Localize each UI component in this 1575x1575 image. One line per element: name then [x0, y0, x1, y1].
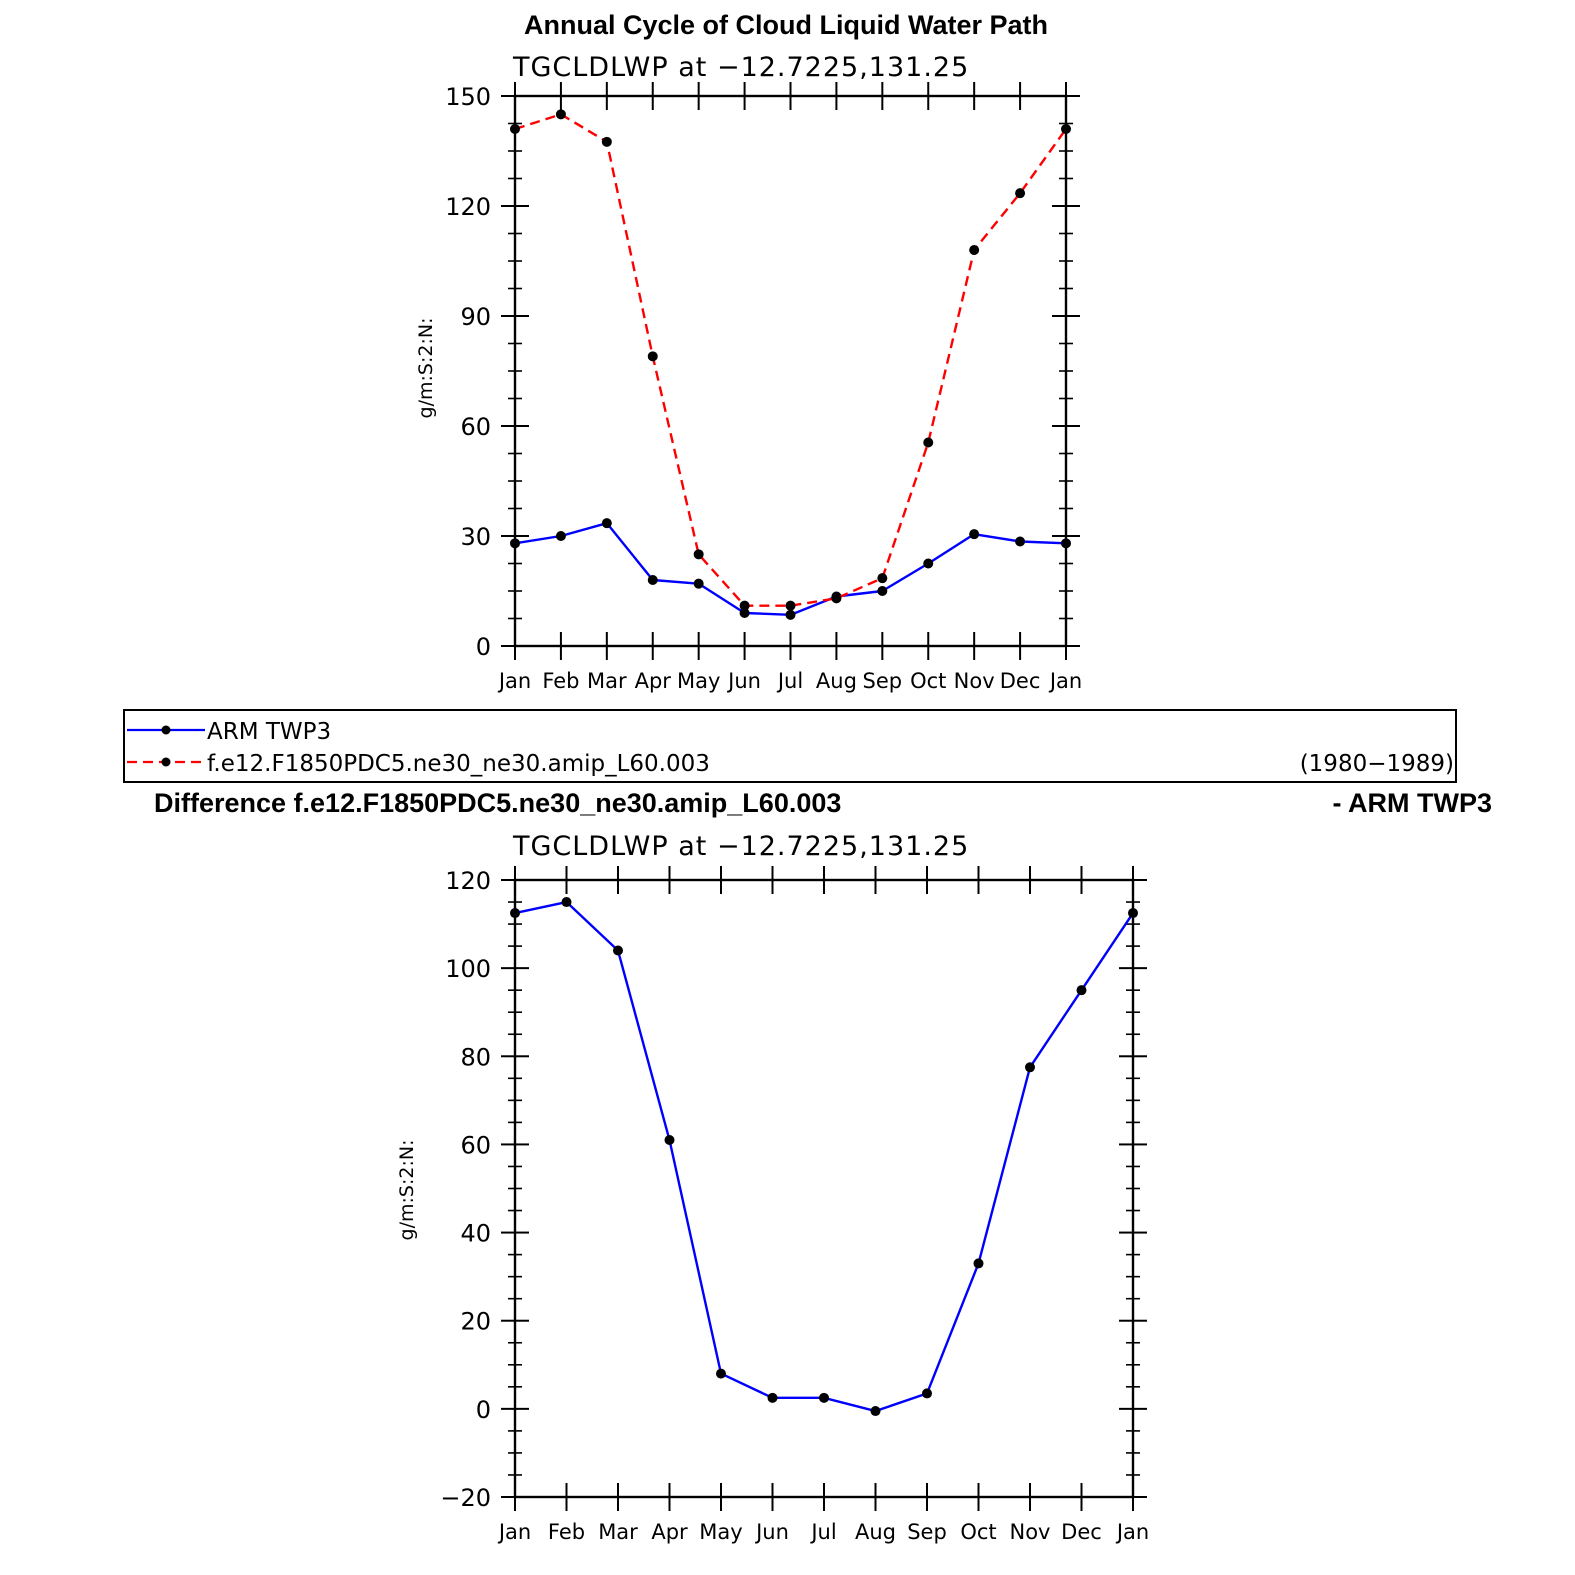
- chart1-xtick-label: Feb: [542, 669, 579, 693]
- chart1-series-0-point: [647, 575, 658, 585]
- chart2-ytick-label: 20: [460, 1308, 491, 1336]
- chart2-ytick-label: −20: [440, 1484, 491, 1512]
- chart1-ytick-label: 150: [445, 83, 491, 111]
- chart2-xtick-label: Oct: [960, 1520, 996, 1544]
- chart1-ytick-label: 120: [445, 193, 491, 221]
- chart2-series-0-point: [1025, 1062, 1035, 1073]
- chart2-series-0-point: [870, 1406, 881, 1417]
- chart1-ytick-label: 30: [460, 523, 491, 551]
- chart2-ytick-label: 40: [460, 1220, 491, 1248]
- chart2-xtick-label: Dec: [1061, 1520, 1102, 1544]
- chart1-series-0-point: [785, 609, 796, 620]
- chart2-xtick-label: Feb: [548, 1520, 585, 1544]
- chart2-ytick-label: 100: [445, 955, 491, 983]
- chart1-series-1-point: [555, 109, 566, 120]
- chart1-series-1-point: [601, 136, 612, 147]
- chart1-xtick-label: Apr: [635, 669, 672, 693]
- chart1-xtick-label: Mar: [587, 669, 627, 693]
- chart2-series-0-point: [613, 945, 623, 956]
- chart2-series-0-point: [561, 897, 572, 908]
- chart1-series-0-point: [739, 608, 750, 618]
- chart2-series-0-point: [922, 1388, 932, 1399]
- chart1-xtick-label: Jun: [726, 669, 761, 693]
- chart1-series-1-point: [923, 437, 934, 448]
- chart2-series-0-point: [973, 1258, 984, 1269]
- chart1-series-1-point: [1015, 188, 1026, 199]
- chart2-xtick-label: Jan: [1115, 1520, 1149, 1544]
- legend-marker-model: [161, 757, 171, 767]
- legend-label-arm: ARM TWP3: [207, 719, 331, 745]
- chart2-xtick-label: May: [699, 1520, 742, 1544]
- chart2-series-line-0: [514, 900, 1134, 1413]
- chart1-title: Annual Cycle of Cloud Liquid Water Path: [524, 10, 1048, 40]
- chart1-series-1-point: [785, 600, 796, 611]
- chart1-series-1-point: [739, 600, 750, 611]
- chart1-xtick-label: Sep: [863, 669, 903, 693]
- chart2-series-0-point: [716, 1368, 726, 1379]
- chart1-series-0-point: [601, 518, 612, 529]
- chart1-series-1-point: [510, 124, 520, 134]
- chart1-ytick-label: 60: [460, 413, 491, 441]
- legend-period: (1980−1989): [1300, 751, 1454, 777]
- chart1-xtick-label: Dec: [1000, 669, 1041, 693]
- chart2-ytick-label: 80: [460, 1043, 491, 1071]
- chart1-series-0-point: [510, 538, 520, 549]
- chart1-series-1-point: [831, 593, 842, 604]
- chart2-xtick-label: Jun: [754, 1520, 789, 1544]
- chart2-xtick-label: Aug: [855, 1520, 896, 1544]
- chart1-subtitle: TGCLDLWP at −12.7225,131.25: [512, 52, 969, 83]
- chart1-xtick-label: Jan: [1048, 669, 1082, 693]
- chart2-ylabel: g/m:S:2:N:: [396, 1140, 418, 1241]
- chart1-xtick-label: Jul: [776, 669, 803, 693]
- chart1-series-0-point: [877, 586, 888, 596]
- chart1-series-0-point: [1061, 538, 1071, 549]
- chart1-series-0-point: [693, 578, 704, 589]
- chart2-ytick-label: 0: [476, 1396, 491, 1424]
- chart1-series-1-point: [647, 351, 658, 362]
- chart1-xtick-label: Oct: [910, 669, 946, 693]
- chart2-xtick-label: Sep: [907, 1520, 947, 1544]
- chart2-title-right: - ARM TWP3: [1333, 788, 1492, 818]
- chart2-series-0-point: [510, 908, 520, 919]
- chart1-xtick-label: May: [677, 669, 720, 693]
- chart1-series-1-point: [969, 245, 980, 255]
- legend: ARM TWP3 f.e12.F1850PDC5.ne30_ne30.amip_…: [123, 709, 1457, 783]
- chart1-series-1-point: [877, 573, 888, 584]
- chart1-plot: 0 30 60 90 120 150 Jan Feb Mar Apr May Jun Jul Aug Sep…: [445, 82, 1082, 693]
- chart1-series-line-1: [514, 113, 1067, 607]
- legend-marker-arm: [161, 725, 171, 735]
- chart2-series-0-point: [819, 1392, 829, 1403]
- chart1-xtick-label: Nov: [954, 669, 995, 693]
- chart2-ytick-label: 60: [460, 1131, 491, 1159]
- chart1-xtick-label: Jan: [497, 669, 531, 693]
- chart1-series-1-point: [693, 549, 704, 560]
- chart2-xtick-label: Jan: [497, 1520, 531, 1544]
- chart2-series-0-point: [664, 1135, 675, 1146]
- chart1-ylabel: g/m:S:2:N:: [415, 318, 437, 419]
- chart2-series-0-point: [1128, 908, 1138, 919]
- chart2-series-0-point: [767, 1392, 778, 1403]
- chart2-xtick-label: Nov: [1010, 1520, 1051, 1544]
- chart2-title-left: Difference f.e12.F1850PDC5.ne30_ne30.ami…: [154, 788, 841, 818]
- chart1-series-0-point: [923, 558, 934, 569]
- chart1-series-0-point: [1015, 536, 1026, 547]
- chart2-series-0-point: [1076, 985, 1087, 996]
- chart1-ytick-label: 0: [476, 633, 491, 661]
- legend-label-model: f.e12.F1850PDC5.ne30_ne30.amip_L60.003: [207, 751, 710, 777]
- chart1-frame: [513, 94, 1068, 648]
- chart2-xtick-label: Jul: [809, 1520, 836, 1544]
- chart1-xtick-label: Aug: [816, 669, 857, 693]
- chart2-plot: −20 0 20 40 60 80 100 120 Jan Feb Mar Apr May Jun Jul A…: [440, 866, 1149, 1544]
- legend-box: [123, 709, 1457, 783]
- chart1-series-0-point: [969, 529, 980, 540]
- chart2-xtick-label: Mar: [598, 1520, 638, 1544]
- chart1-series-0-point: [555, 531, 566, 541]
- chart2-subtitle: TGCLDLWP at −12.7225,131.25: [512, 831, 969, 862]
- chart2-frame: [513, 878, 1135, 1499]
- chart2-xtick-label: Apr: [651, 1520, 688, 1544]
- chart1-series-1-point: [1061, 124, 1071, 134]
- chart2-ytick-label: 120: [445, 867, 491, 895]
- chart1-ytick-label: 90: [460, 303, 491, 331]
